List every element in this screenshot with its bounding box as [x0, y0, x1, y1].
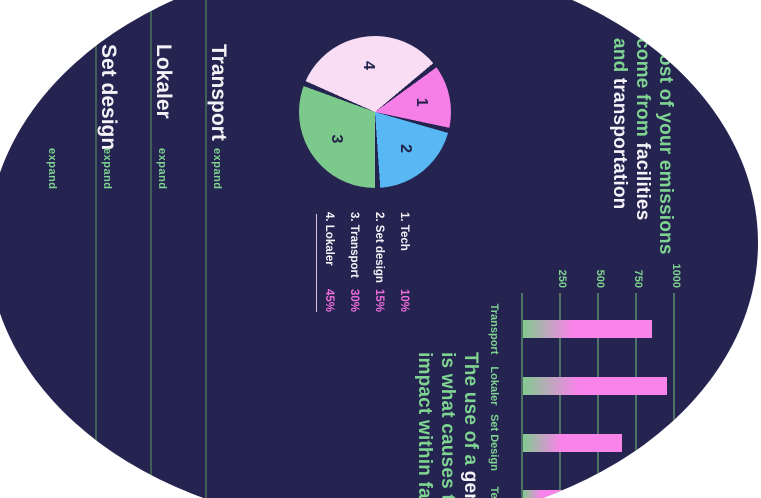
bar-tech	[523, 490, 569, 498]
callout-line1-white: gen	[460, 470, 481, 498]
headline-line3-white: transportation	[609, 77, 630, 210]
callout-line3: impact within fa	[414, 352, 435, 498]
pie-chart	[299, 36, 451, 188]
pie-slice-number: 1	[412, 97, 430, 107]
axis-tick-label: 750	[632, 269, 644, 288]
bar-category-label: Tech	[488, 464, 500, 498]
row-label-lokaler: Lokaler	[152, 44, 175, 119]
legend-percent: 15%	[373, 288, 385, 312]
expand-button-lokaler[interactable]: expand	[156, 148, 168, 190]
callout-line2: is what causes t	[437, 352, 458, 498]
axis-tick-label: 250	[556, 269, 568, 288]
legend-percent: 10%	[398, 288, 410, 312]
headline: Most of your emissions come from facilit…	[608, 38, 677, 338]
headline-line3-green: and	[609, 38, 630, 78]
pie-slice-number: 4	[360, 61, 378, 70]
legend-percent: 30%	[348, 288, 360, 312]
expand-button-set-design[interactable]: expand	[101, 148, 113, 190]
pie-slice-number: 3	[328, 134, 346, 144]
axis-tick-label: 1000	[670, 263, 682, 288]
legend-item: 2. Set design 15%	[360, 212, 385, 312]
legend-label: 2. Set design	[373, 212, 385, 283]
headline-line1: Most of your emissions	[655, 38, 676, 255]
legend-label: 1. Tech	[398, 212, 410, 251]
bar-lokaler	[523, 377, 668, 395]
expand-button-row4[interactable]: expand	[46, 148, 58, 190]
row-divider	[95, 0, 97, 498]
axis-tick-label: 500	[594, 269, 606, 288]
pie-slice-number: 2	[396, 144, 414, 153]
legend-underline	[316, 214, 317, 312]
pie-legend: 1. Tech 10% 2. Set design 15% 3. Transpo…	[310, 212, 410, 312]
legend-label: 4. Lokaler	[323, 212, 335, 266]
legend-item: 3. Transport 30%	[335, 212, 360, 312]
expand-button-transport[interactable]: expand	[211, 148, 223, 190]
callout-line1-green: The use of a	[460, 352, 481, 471]
row-label-set-design: Set design	[97, 44, 120, 151]
callout-text: The use of a gen is what causes t impact…	[413, 352, 482, 498]
grid-line	[673, 293, 675, 498]
headline-line2-green: come from	[632, 38, 653, 143]
row-label-transport: Transport	[207, 44, 230, 141]
row-divider	[205, 0, 207, 498]
bar-set-design	[523, 433, 622, 452]
legend-label: 3. Transport	[348, 212, 360, 278]
row-divider	[150, 0, 152, 498]
bar-transport	[523, 320, 653, 338]
headline-line2-white: facilities	[632, 142, 653, 221]
legend-percent: 45%	[323, 288, 335, 312]
legend-item: 4. Lokaler 45%	[310, 212, 335, 312]
legend-item: 1. Tech 10%	[385, 212, 410, 312]
